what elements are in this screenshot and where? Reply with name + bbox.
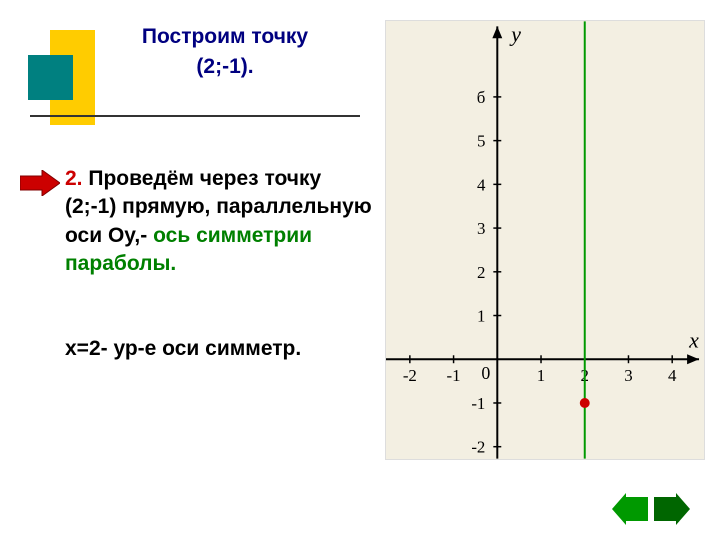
coordinate-chart: yx0-2-11234-2-112345б	[385, 20, 705, 460]
equation-text: х=2- ур-е оси симметр.	[65, 335, 375, 363]
svg-text:б: б	[477, 88, 486, 107]
svg-text:-1: -1	[447, 366, 461, 385]
svg-text:3: 3	[477, 219, 485, 238]
title-block: Построим точку (2;-1).	[90, 25, 360, 79]
svg-text:1: 1	[537, 366, 545, 385]
title-underline	[30, 115, 360, 117]
svg-text:1: 1	[477, 306, 485, 325]
svg-text:2: 2	[477, 263, 485, 282]
title-line-1: Построим точку	[90, 25, 360, 49]
svg-text:3: 3	[624, 366, 632, 385]
decor-teal-square	[28, 55, 73, 100]
nav-prev-button[interactable]	[612, 493, 648, 525]
svg-text:4: 4	[668, 366, 677, 385]
svg-text:y: y	[509, 22, 521, 46]
svg-text:-2: -2	[471, 438, 485, 457]
svg-text:-1: -1	[471, 394, 485, 413]
svg-text:x: x	[688, 328, 699, 352]
title-line-2: (2;-1).	[90, 55, 360, 79]
step-number: 2.	[65, 167, 83, 190]
nav-arrows	[612, 493, 690, 525]
svg-text:-2: -2	[403, 366, 417, 385]
nav-next-button[interactable]	[654, 493, 690, 525]
svg-text:4: 4	[477, 175, 486, 194]
step-arrow-icon	[20, 170, 60, 196]
svg-text:5: 5	[477, 132, 485, 151]
step-body: 2. Проведём через точку (2;-1) прямую, п…	[65, 165, 375, 278]
svg-text:0: 0	[481, 363, 490, 383]
